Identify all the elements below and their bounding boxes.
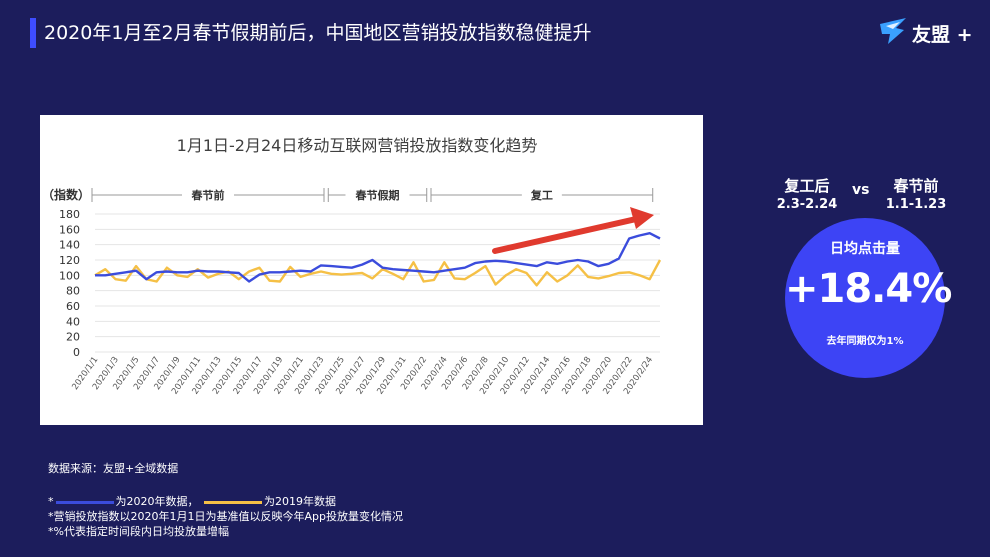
data-source: 数据来源：友盟+全域数据	[48, 462, 179, 475]
chart-title: 1月1日-2月24日移动互联网营销投放指数变化趋势	[177, 136, 538, 155]
period-bands: 春节前 春节假期 复工	[91, 188, 654, 202]
chart-card: 1月1日-2月24日移动互联网营销投放指数变化趋势 （指数） 0 20 40 60 80…	[40, 115, 703, 425]
highlight-circle: 日均点击量 +18.4% 去年同期仅为1%	[785, 218, 952, 378]
footnotes: * 为2020年数据， 为2019年数据 *营销投放指数以2020年1月1日为基准…	[48, 494, 403, 539]
series-lines	[94, 231, 662, 287]
series-line	[95, 231, 661, 283]
y-tick-label: 80	[66, 285, 80, 298]
y-tick-label: 160	[59, 223, 80, 236]
legend-prefix: *	[48, 495, 54, 508]
comparison-after-work: 复工后 2.3-2.24	[770, 176, 844, 214]
title-accent-bar	[30, 18, 36, 48]
last-year-note: 去年同期仅为1%	[826, 336, 904, 347]
page-title: 2020年1月至2月春节假期前后，中国地区营销投放指数稳健提升	[44, 22, 592, 44]
period-label: 春节前	[192, 188, 225, 202]
y-tick-label: 0	[73, 346, 80, 359]
y-tick-label: 120	[59, 254, 80, 267]
logo-text: 友盟 +	[912, 24, 973, 46]
legend-2020-swatch	[55, 500, 114, 504]
vs-label: vs	[852, 182, 870, 198]
period-label: 春节假期	[356, 188, 400, 202]
footnote-index-basis: *营销投放指数以2020年1月1日为基准值以反映今年App投放量变化情况	[48, 510, 403, 523]
y-tick-label: 60	[66, 300, 80, 313]
after-work-range: 2.3-2.24	[776, 197, 838, 212]
after-work-label: 复工后	[784, 177, 830, 195]
legend-2019-label: 为2019年数据	[264, 495, 336, 508]
series-line	[94, 259, 662, 287]
y-axis-ticks: 0 20 40 60 80 100 120 140 160 180	[59, 208, 80, 359]
period-label: 复工	[530, 188, 553, 202]
y-tick-label: 140	[59, 239, 80, 252]
bird-logo-icon	[880, 18, 906, 44]
umeng-logo: 友盟 +	[876, 14, 976, 50]
before-holiday-label: 春节前	[893, 177, 939, 195]
line-chart: 1月1日-2月24日移动互联网营销投放指数变化趋势 （指数） 0 20 40 60 80…	[42, 136, 662, 396]
footnote-percent-meaning: *%代表指定时间段内日均投放量增幅	[48, 525, 229, 538]
x-axis-ticks: 2020/1/12020/1/32020/1/52020/1/72020/1/9…	[70, 355, 655, 396]
y-tick-label: 20	[66, 331, 80, 344]
daily-clicks-label: 日均点击量	[830, 241, 900, 257]
before-holiday-range: 1.1-1.23	[885, 197, 947, 212]
y-axis-label: （指数）	[42, 187, 90, 202]
y-tick-label: 100	[59, 269, 80, 282]
comparison-before-holiday: 春节前 1.1-1.23	[880, 176, 952, 214]
legend-2020-label: 为2020年数据，	[115, 495, 199, 508]
y-tick-label: 180	[59, 208, 80, 221]
growth-value: +18.4%	[785, 266, 952, 312]
legend-line: * 为2020年数据， 为2019年数据	[48, 494, 403, 509]
legend-2019-swatch	[204, 500, 262, 504]
trend-arrow	[492, 207, 654, 254]
y-tick-label: 40	[66, 315, 80, 328]
